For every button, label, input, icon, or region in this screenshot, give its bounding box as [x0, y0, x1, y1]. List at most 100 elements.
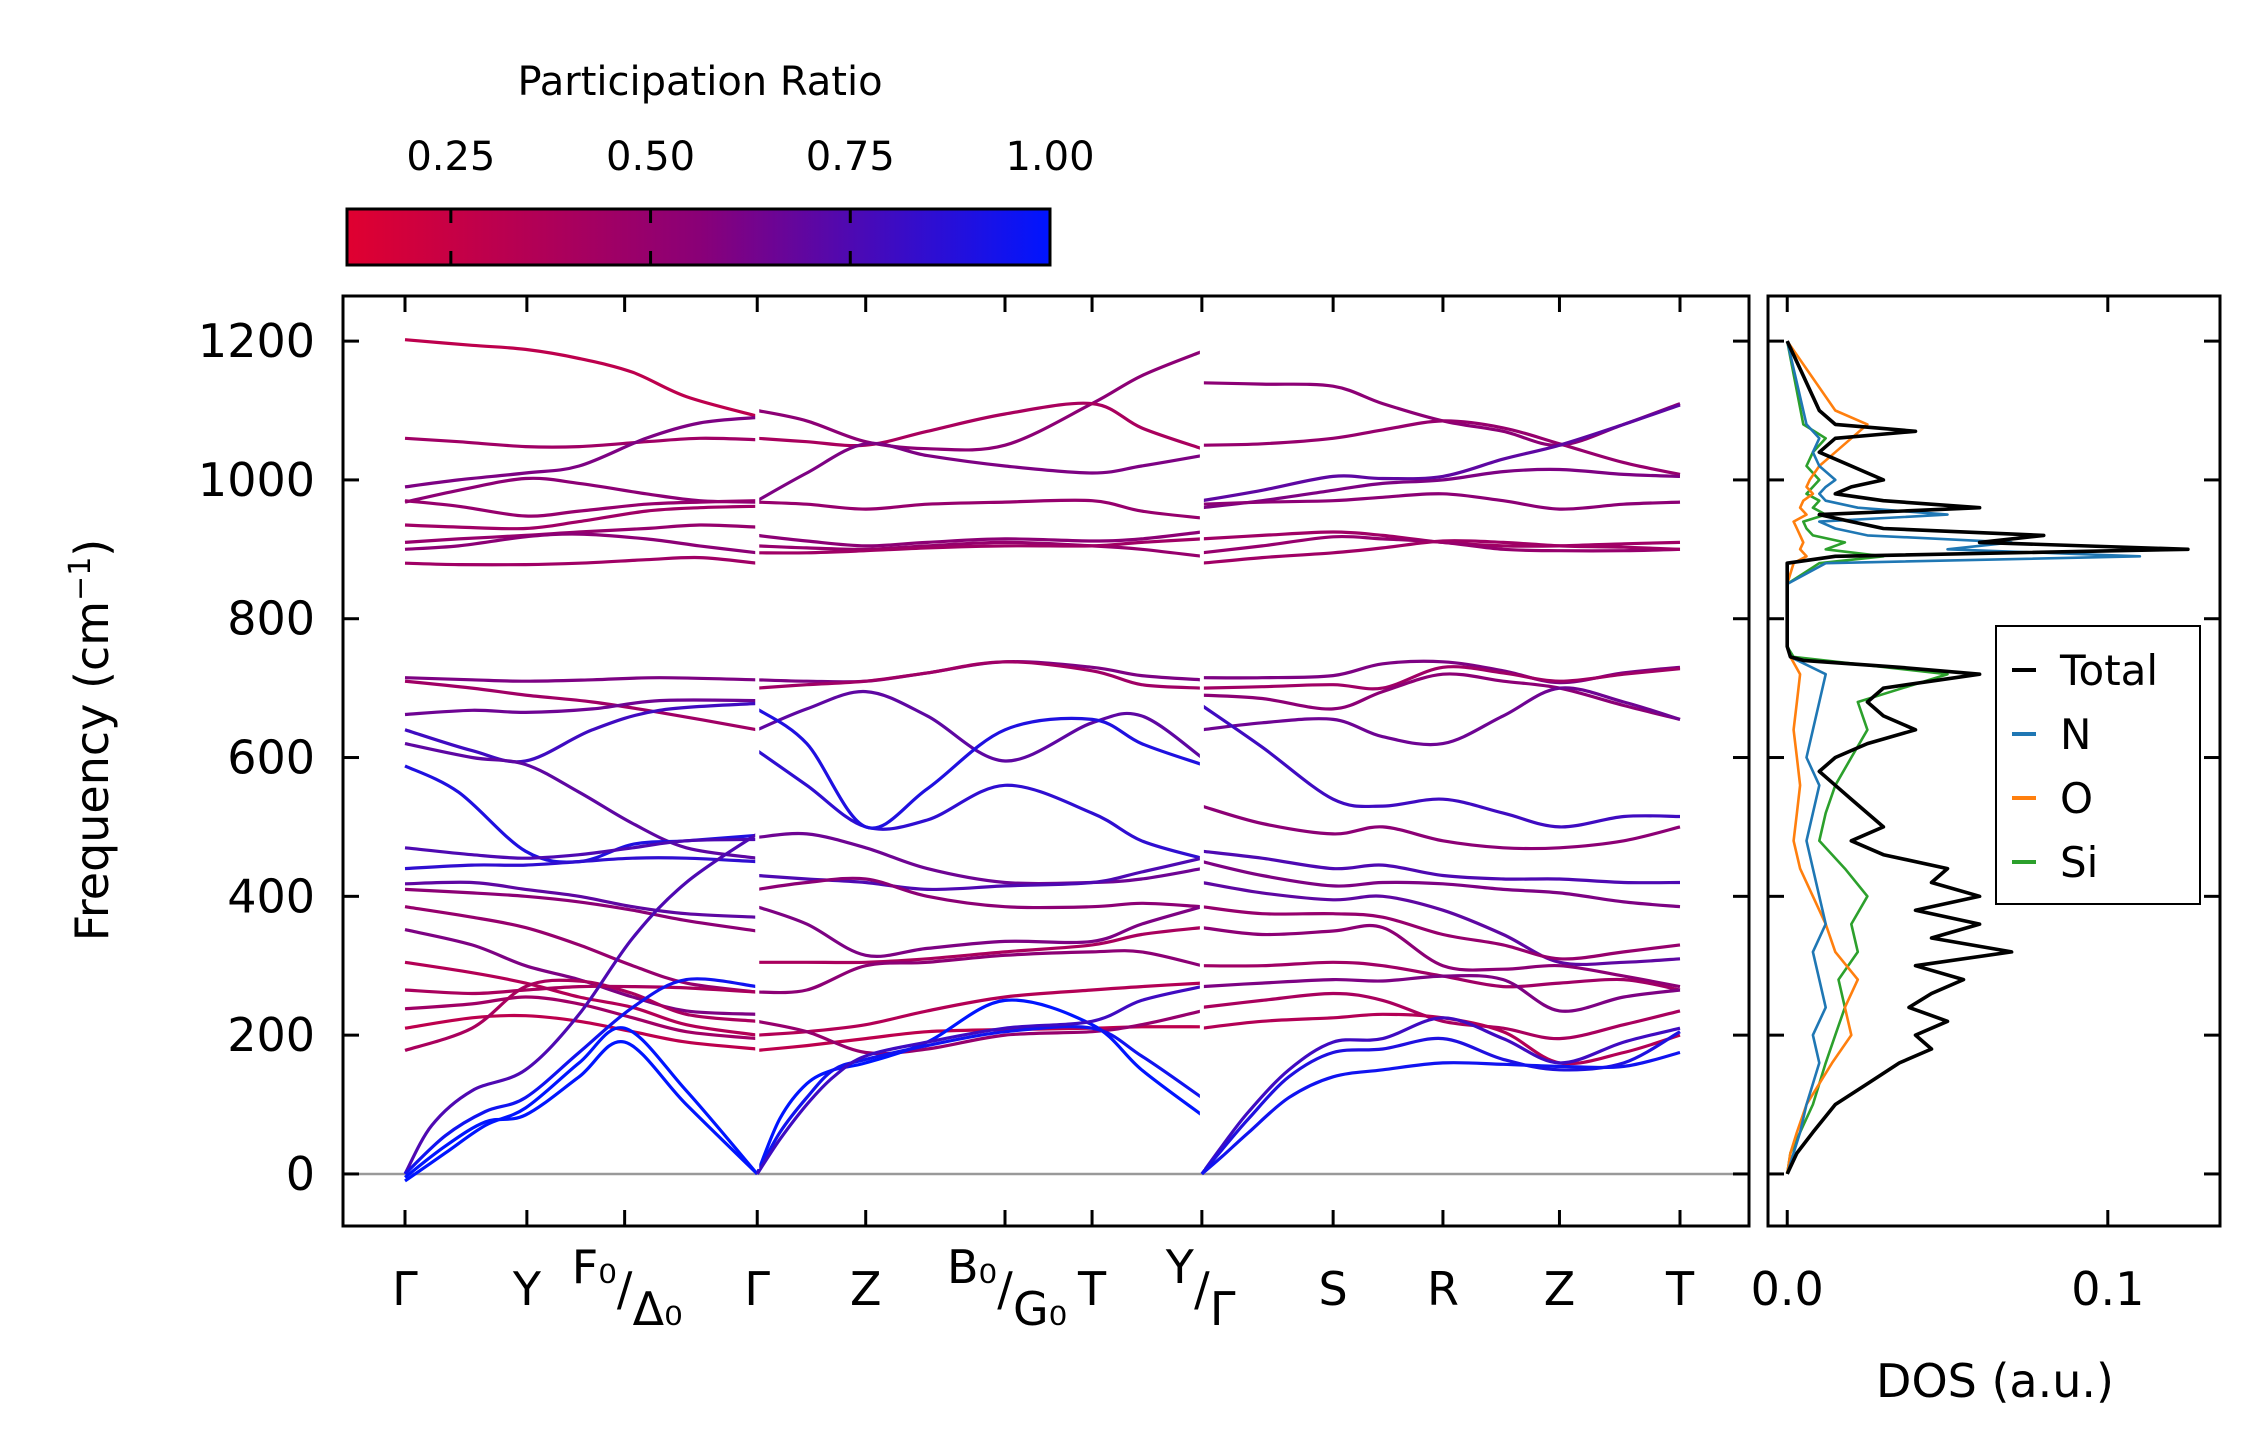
dos-x-tick-label: 0.0 — [1751, 1262, 1824, 1316]
band-line-s3-m2 — [1201, 665, 1681, 691]
band-lines — [403, 297, 1681, 1183]
colorbar-tick-label: 0.50 — [606, 134, 695, 180]
band-line-s2-m2 — [757, 660, 1202, 690]
band-line-s3-l4 — [1201, 973, 1681, 1013]
y-tick-label: 1000 — [198, 453, 315, 507]
dos-panel: 0.0 0.1 DOS (a.u.) Total NO Si — [1751, 294, 2222, 1408]
dos-ticks: 0.0 0.1 — [1751, 296, 2220, 1316]
band-line-s2-h4 — [757, 498, 1203, 520]
band-line-s2-l3 — [757, 981, 1202, 1037]
kpath-tick-label: S — [1319, 1262, 1348, 1316]
band-line-ac-2 — [403, 977, 758, 1176]
legend-label-si: Si — [2060, 838, 2098, 887]
band-line-high-6 — [404, 504, 758, 531]
kpath-tick-label: R — [1427, 1262, 1459, 1316]
band-line-low-4 — [404, 1013, 758, 1051]
band-line-mid-8 — [404, 856, 758, 871]
band-line-high-3 — [404, 415, 758, 489]
legend-label-total: Total — [2059, 646, 2158, 695]
band-line-s2-l2 — [757, 949, 1203, 995]
kpath-tick-sub: G₀ — [1013, 1282, 1067, 1336]
band-line-s2-m8 — [756, 876, 1202, 910]
band-line-ac-4 — [404, 1026, 759, 1183]
legend-box — [1995, 625, 2201, 905]
band-line-s2-m5 — [756, 707, 1203, 830]
band-line-s3-h3 — [1201, 403, 1681, 503]
kpath-tick-label: Γ — [744, 1262, 770, 1316]
y-tick-label: 1200 — [198, 314, 315, 368]
band-line-mid-3 — [404, 698, 758, 717]
band-line-mid-6 — [404, 764, 758, 864]
band-line-s3-h2 — [1201, 419, 1681, 476]
kpath-tick-slash: / — [997, 1262, 1013, 1316]
ylabel-close: ) — [65, 539, 119, 557]
band-line-s2-h1 — [756, 350, 1203, 452]
band-line-s3-l2 — [1201, 923, 1681, 989]
band-line-s3-l5 — [1201, 991, 1681, 1041]
band-line-mid-9 — [404, 880, 758, 919]
dos-line-si — [1785, 340, 1949, 1175]
band-line-low-1 — [404, 960, 758, 1037]
band-line-high-7 — [404, 523, 758, 544]
kpath-tick-label: T — [1665, 1262, 1695, 1316]
band-line-ac-3 — [404, 1040, 759, 1179]
y-tick-label: 400 — [227, 869, 315, 923]
band-line-mid-10 — [404, 887, 758, 933]
ylabel-sup: −1 — [63, 557, 98, 601]
band-line-s2-l5 — [756, 1009, 1203, 1056]
legend-label-o: O — [2060, 774, 2093, 823]
band-line-mid-2 — [404, 679, 758, 732]
band-line-s3-h5 — [1201, 492, 1681, 511]
colorbar-gradient — [345, 207, 1052, 267]
band-line-s3-m5 — [1200, 704, 1681, 829]
band-line-high-5 — [404, 499, 758, 518]
band-line-s2-m9 — [756, 905, 1203, 958]
band-line-high-4 — [404, 476, 758, 504]
kpath-tick-label: Z — [1544, 1262, 1576, 1316]
kpath-tick-label-composite: B₀ / G₀ — [947, 1240, 1067, 1336]
band-line-mid-11 — [404, 905, 758, 994]
segment-break — [755, 297, 760, 1169]
band-line-s3-m3 — [1201, 672, 1681, 721]
y-tick-label: 0 — [286, 1147, 315, 1201]
band-line-s2-m7 — [757, 856, 1203, 892]
band-line-s2-m3 — [756, 689, 1203, 763]
band-line-s3-m1 — [1201, 659, 1681, 685]
dos-legend: Total NO Si — [1995, 625, 2201, 905]
kpath-tick-label: Γ — [392, 1262, 418, 1316]
kpath-tick-slash: / — [617, 1262, 633, 1316]
kpath-tick-label-composite: F₀ / Δ₀ — [572, 1240, 683, 1336]
kpath-tick-sub: Γ — [1210, 1282, 1236, 1336]
band-line-s2-ac3 — [755, 985, 1203, 1175]
band-line-low-2 — [404, 984, 758, 996]
colorbar: Participation Ratio 0.25 0.50 0.75 1.00 — [345, 59, 1095, 267]
band-line-s3-m6 — [1201, 804, 1681, 851]
band-line-s2-h5 — [757, 530, 1203, 548]
band-line-s2-h3 — [756, 441, 1203, 503]
band-line-s3-h1 — [1201, 381, 1681, 447]
kpath-tick-label: Y — [512, 1262, 542, 1316]
band-frame — [341, 294, 1751, 1228]
band-y-ticks: 0 200 400 600 800 1000 1200 — [198, 314, 1749, 1201]
y-tick-label: 200 — [227, 1008, 315, 1062]
kpath-tick-sub: Δ₀ — [633, 1282, 683, 1336]
segment-break — [1199, 297, 1204, 1169]
dos-line-total — [1785, 340, 2190, 1175]
band-line-s3-h8 — [1201, 539, 1681, 565]
colorbar-ticks: 0.25 0.50 0.75 1.00 — [406, 134, 1095, 265]
band-line-s2-l1 — [757, 926, 1203, 965]
band-line-high-2 — [404, 436, 758, 449]
band-line-s2-m4 — [756, 749, 1203, 860]
band-line-mid-1 — [404, 676, 758, 683]
ylabel-main: Frequency (cm — [65, 601, 119, 941]
band-line-s3-m7 — [1201, 849, 1681, 885]
dos-x-tick-label: 0.1 — [2071, 1262, 2144, 1316]
band-line-low-5 — [404, 978, 758, 1052]
legend-label-n: N — [2060, 710, 2091, 759]
band-line-low-3 — [404, 995, 758, 1041]
band-line-s3-m8 — [1201, 860, 1681, 909]
band-line-mid-5 — [404, 742, 758, 860]
kpath-tick-sup: Y — [1165, 1240, 1195, 1294]
